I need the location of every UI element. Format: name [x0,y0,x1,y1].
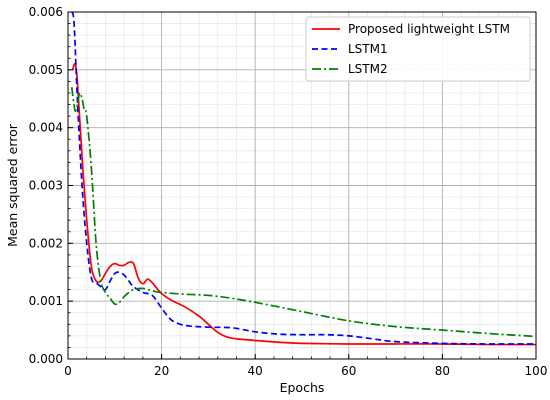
x-axis-label: Epochs [280,380,325,395]
series-line-3 [70,87,536,338]
y-tick-label: 0.003 [29,179,63,193]
legend-label-2: LSTM1 [348,42,388,56]
series-layer [70,12,536,346]
axis-ticks [67,11,537,360]
x-tick-label: 80 [435,364,450,378]
y-tick-labels: 0.000 0.001 0.002 0.003 0.004 0.005 0.006 [29,5,63,366]
y-tick-label: 0.004 [29,121,63,135]
y-tick-label: 0.005 [29,63,63,77]
y-tick-label: 0.000 [29,352,63,366]
x-tick-label: 20 [154,364,169,378]
y-tick-label: 0.006 [29,5,63,19]
series-line-1 [71,62,536,346]
legend: Proposed lightweight LSTM LSTM1 LSTM2 [305,16,531,82]
x-tick-label: 40 [248,364,263,378]
legend-label-1: Proposed lightweight LSTM [348,22,510,36]
legend-label-3: LSTM2 [348,62,388,76]
x-tick-label: 100 [525,364,548,378]
y-tick-label: 0.001 [29,294,63,308]
series-line-2 [70,12,536,345]
x-tick-label: 60 [341,364,356,378]
y-tick-label: 0.002 [29,236,63,250]
x-tick-labels: 0 20 40 60 80 100 [64,364,547,378]
y-axis-label: Mean squared error [5,123,20,247]
legend-box [305,16,531,82]
x-tick-label: 0 [64,364,72,378]
